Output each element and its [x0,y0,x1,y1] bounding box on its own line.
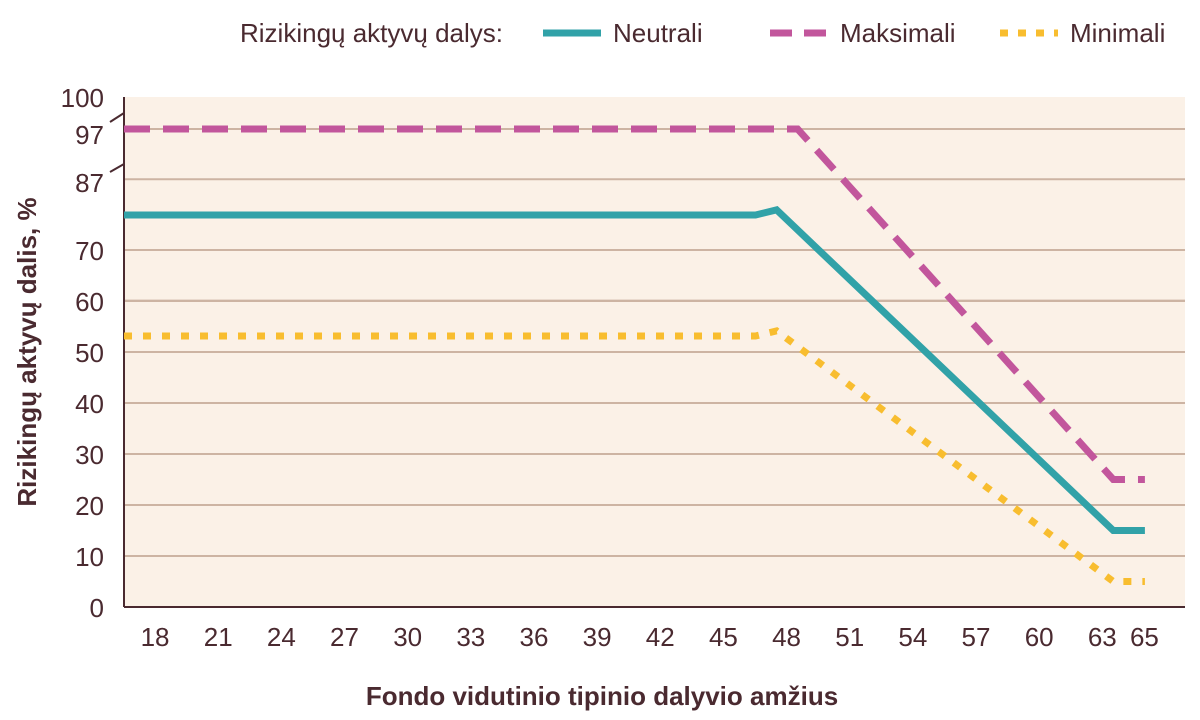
y-tick-label: 30 [75,440,104,470]
x-ticks: 18 21 24 27 30 33 36 39 42 45 48 51 54 57 60 63 65 [141,622,1159,652]
axis-break-connector [109,112,125,123]
x-tick-label: 54 [898,622,927,652]
legend-label: Maksimali [840,18,956,48]
y-tick-label: 97 [75,120,104,150]
x-tick-label: 48 [772,622,801,652]
y-axis-label: Rizikingų aktyvų dalis, % [12,197,42,506]
x-tick-label: 63 [1088,622,1117,652]
x-tick-label: 57 [962,622,991,652]
y-tick-label: 50 [75,338,104,368]
x-tick-label: 30 [393,622,422,652]
x-tick-label: 39 [583,622,612,652]
x-tick-label: 33 [456,622,485,652]
y-tick-label: 20 [75,491,104,521]
x-tick-label: 51 [835,622,864,652]
y-tick-label: 70 [75,236,104,266]
legend: Rizikingų aktyvų dalys: Neutrali Maksimal… [240,18,1165,48]
legend-label: Neutrali [613,18,703,48]
series-line [124,206,1145,534]
x-tick-label: 18 [141,622,170,652]
axes [109,97,1185,608]
y-tick-label: 87 [75,168,104,198]
x-tick-label: 65 [1130,622,1159,652]
y-tick-label: 60 [75,287,104,317]
x-tick-label: 24 [267,622,296,652]
legend-title: Rizikingų aktyvų dalys: [240,18,503,48]
x-tick-label: 36 [519,622,548,652]
series-lines [124,125,1145,585]
y-tick-label: 0 [90,593,104,623]
y-ticks: 0 10 20 30 40 50 60 70 87 97 100 [61,83,104,623]
legend-items: Neutrali Maksimali Minimali [543,18,1165,48]
x-axis-label: Fondo vidutinio tipinio dalyvio amžius [366,681,838,711]
y-tick-label: 40 [75,389,104,419]
x-tick-label: 60 [1025,622,1054,652]
y-tick-label: 10 [75,542,104,572]
x-tick-label: 42 [646,622,675,652]
series-line [124,327,1145,585]
series-line [124,125,1145,483]
x-tick-label: 27 [330,622,359,652]
y-tick-label: 100 [61,83,104,113]
legend-label: Minimali [1070,18,1165,48]
axis-break-connector [109,163,125,173]
x-tick-label: 45 [709,622,738,652]
x-tick-label: 21 [204,622,233,652]
